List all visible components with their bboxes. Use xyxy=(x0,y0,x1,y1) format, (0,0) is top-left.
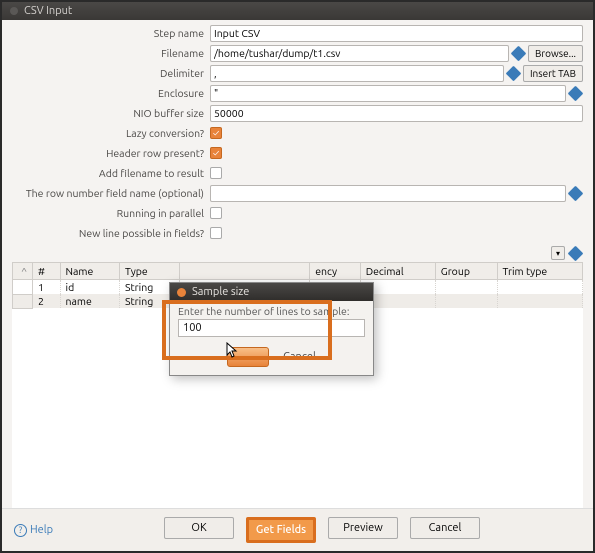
filename-label: Filename xyxy=(12,47,210,59)
delimiter-label: Delimiter xyxy=(12,67,210,79)
row-number-label: The row number field name (optional) xyxy=(12,187,210,199)
cancel-button[interactable]: Cancel xyxy=(410,517,480,539)
enclosure-label: Enclosure xyxy=(12,87,210,99)
nio-label: NIO buffer size xyxy=(12,107,210,119)
dialog-title: Sample size xyxy=(192,286,249,298)
col-type[interactable]: Type xyxy=(120,263,180,280)
help-icon: ? xyxy=(14,524,27,537)
col-num[interactable]: # xyxy=(33,263,61,280)
browse-button[interactable]: Browse... xyxy=(528,45,583,62)
parallel-label: Running in parallel xyxy=(12,207,210,219)
dialog-prompt: Enter the number of lines to sample: xyxy=(178,305,365,317)
col-trim[interactable]: Trim type xyxy=(497,263,582,280)
variable-icon[interactable] xyxy=(568,85,584,101)
help-link[interactable]: ? Help xyxy=(14,524,53,537)
variable-icon[interactable] xyxy=(568,185,584,201)
header-checkbox[interactable] xyxy=(210,147,222,159)
add-filename-label: Add filename to result xyxy=(12,167,210,179)
window-title: CSV Input xyxy=(24,5,72,17)
dropdown-button[interactable]: ▾ xyxy=(551,246,565,260)
newline-label: New line possible in fields? xyxy=(12,227,210,239)
row-number-input[interactable] xyxy=(210,185,566,202)
dialog-cancel-button[interactable]: Cancel xyxy=(283,351,316,363)
get-fields-button[interactable]: Get Fields xyxy=(246,517,316,543)
lazy-checkbox[interactable] xyxy=(210,127,222,139)
enclosure-input[interactable] xyxy=(210,85,566,102)
ok-button[interactable]: OK xyxy=(164,517,234,539)
col-hat[interactable]: ^ xyxy=(13,263,33,280)
col-group[interactable]: Group xyxy=(435,263,497,280)
filename-input[interactable] xyxy=(210,45,509,62)
col-ency[interactable]: ency xyxy=(310,263,360,280)
dialog-control-icon[interactable] xyxy=(177,288,186,297)
window-control-icon[interactable] xyxy=(10,7,18,15)
newline-checkbox[interactable] xyxy=(210,227,222,239)
header-label: Header row present? xyxy=(12,147,210,159)
sample-lines-input[interactable] xyxy=(178,319,365,337)
step-name-input[interactable] xyxy=(210,25,583,42)
window-titlebar: CSV Input xyxy=(2,2,593,20)
add-filename-checkbox[interactable] xyxy=(210,167,222,179)
insert-tab-button[interactable]: Insert TAB xyxy=(523,65,583,82)
lazy-label: Lazy conversion? xyxy=(12,127,210,139)
col-hidden[interactable] xyxy=(180,263,310,280)
step-name-label: Step name xyxy=(12,27,210,39)
delimiter-input[interactable] xyxy=(210,65,504,82)
preview-button[interactable]: Preview xyxy=(328,517,398,539)
bottom-bar: ? Help OK Get Fields Preview Cancel xyxy=(2,508,593,551)
dropdown-bar: ▾ xyxy=(2,244,593,262)
variable-icon[interactable] xyxy=(506,65,522,81)
form-area: Step name Filename Browse... Delimiter I… xyxy=(2,20,593,244)
variable-icon[interactable] xyxy=(568,245,584,261)
dialog-ok-button[interactable] xyxy=(227,347,269,367)
dialog-titlebar: Sample size xyxy=(170,283,373,301)
csv-input-window: CSV Input Step name Filename Browse... D… xyxy=(2,2,593,551)
col-decimal[interactable]: Decimal xyxy=(360,263,435,280)
sample-size-dialog: Sample size Enter the number of lines to… xyxy=(169,282,374,376)
col-name[interactable]: Name xyxy=(60,263,120,280)
nio-input[interactable] xyxy=(210,105,583,122)
parallel-checkbox[interactable] xyxy=(210,207,222,219)
variable-icon[interactable] xyxy=(511,45,527,61)
